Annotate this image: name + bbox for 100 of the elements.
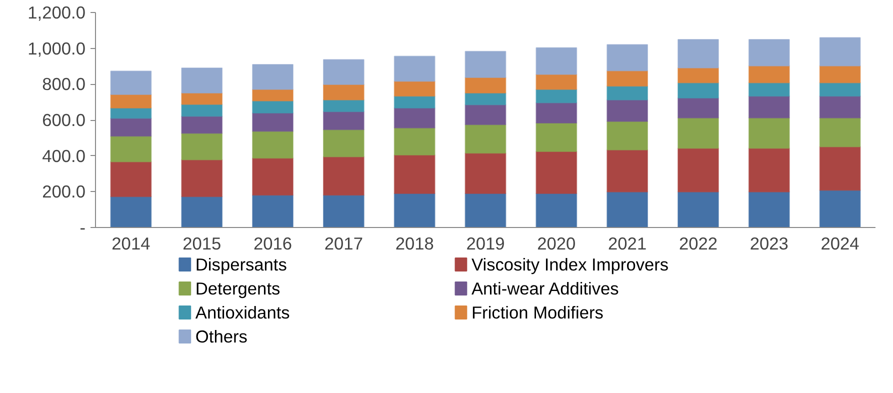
- x-tick-label: 2015: [182, 234, 222, 254]
- legend-label: Antioxidants: [195, 302, 290, 322]
- bar: [464, 92, 506, 106]
- x-tick-label: 2016: [254, 234, 292, 254]
- bar: [322, 99, 364, 112]
- bar: [536, 47, 578, 75]
- bar: [678, 82, 719, 98]
- bar: [748, 148, 790, 192]
- bar: [606, 120, 648, 150]
- bar: [819, 146, 861, 191]
- bar: [110, 118, 152, 137]
- bar: [464, 104, 506, 126]
- bar: [110, 70, 152, 96]
- bar: [252, 88, 294, 102]
- bar: [748, 191, 790, 228]
- bar: [322, 84, 364, 100]
- bar: [748, 117, 790, 149]
- y-tick-label: 400.0: [42, 146, 86, 166]
- bar: [464, 77, 506, 94]
- bar: [252, 100, 294, 114]
- x-tick-label: 2021: [608, 234, 647, 254]
- bar: [322, 59, 364, 86]
- bar: [252, 158, 294, 196]
- bar: [748, 82, 790, 97]
- bar: [252, 194, 294, 228]
- bar: [819, 117, 861, 148]
- x-tick-label: 2014: [112, 234, 151, 254]
- bar: [181, 68, 223, 94]
- bar: [678, 97, 719, 118]
- bar: [748, 65, 790, 84]
- bar: [252, 130, 294, 159]
- bar: [181, 159, 223, 198]
- bar: [606, 70, 648, 87]
- bar: [606, 191, 648, 228]
- legend-label: Viscosity Index Improvers: [471, 254, 669, 274]
- bar: [536, 151, 578, 194]
- bar: [394, 154, 436, 194]
- bar: [394, 96, 436, 108]
- bar: [181, 116, 223, 134]
- bar: [181, 104, 223, 117]
- bar: [110, 94, 152, 108]
- y-tick-label: 1,200.0: [28, 2, 86, 22]
- bar: [536, 88, 578, 104]
- bar: [819, 65, 861, 84]
- bar: [322, 194, 364, 228]
- bar: [678, 148, 719, 192]
- bar: [110, 196, 152, 228]
- bar: [181, 92, 223, 105]
- x-tick-label: 2023: [750, 234, 788, 254]
- bar: [464, 192, 506, 228]
- x-tick-label: 2020: [537, 234, 576, 254]
- y-tick-label: -: [80, 218, 86, 238]
- bar: [252, 112, 294, 132]
- x-tick-label: 2018: [395, 234, 434, 254]
- x-tick-label: 2022: [678, 234, 718, 254]
- bar: [536, 74, 578, 90]
- legend-label: Dispersants: [195, 254, 288, 274]
- legend-label: Others: [195, 326, 248, 346]
- bar: [606, 99, 648, 122]
- bar: [536, 122, 578, 152]
- legend-label: Anti-wear Additives: [471, 278, 620, 298]
- bar: [536, 102, 578, 124]
- x-tick-label: 2017: [324, 234, 363, 254]
- bar: [394, 192, 436, 228]
- x-tick-label: 2019: [466, 234, 505, 254]
- bar: [536, 192, 578, 228]
- bar: [110, 161, 152, 198]
- bar: [181, 196, 223, 228]
- bar: [819, 190, 861, 228]
- legend-label: Friction Modifiers: [471, 302, 604, 322]
- bar: [748, 96, 790, 118]
- bar: [678, 117, 719, 149]
- bar: [394, 127, 436, 156]
- bar: [819, 82, 861, 97]
- bar: [110, 136, 152, 162]
- bar: [464, 50, 506, 78]
- y-tick-label: 200.0: [42, 182, 86, 202]
- x-tick-label: 2024: [820, 234, 860, 254]
- bar: [678, 67, 719, 84]
- bar: [748, 39, 790, 66]
- bar: [252, 64, 294, 90]
- bar: [678, 39, 719, 68]
- y-tick-label: 800.0: [42, 74, 86, 94]
- bar: [606, 149, 648, 192]
- bar: [181, 132, 223, 160]
- bar: [606, 44, 648, 72]
- bar: [110, 107, 152, 119]
- bar: [819, 37, 861, 66]
- bar: [322, 111, 364, 130]
- bar: [606, 86, 648, 100]
- y-tick-label: 1,000.0: [28, 38, 86, 58]
- bar: [394, 80, 436, 97]
- bar: [678, 191, 719, 228]
- legend-label: Detergents: [195, 278, 281, 298]
- bar: [394, 107, 436, 128]
- y-tick-label: 600.0: [42, 110, 86, 130]
- bar: [464, 124, 506, 154]
- bar: [322, 156, 364, 196]
- bar: [322, 129, 364, 158]
- bar: [464, 152, 506, 194]
